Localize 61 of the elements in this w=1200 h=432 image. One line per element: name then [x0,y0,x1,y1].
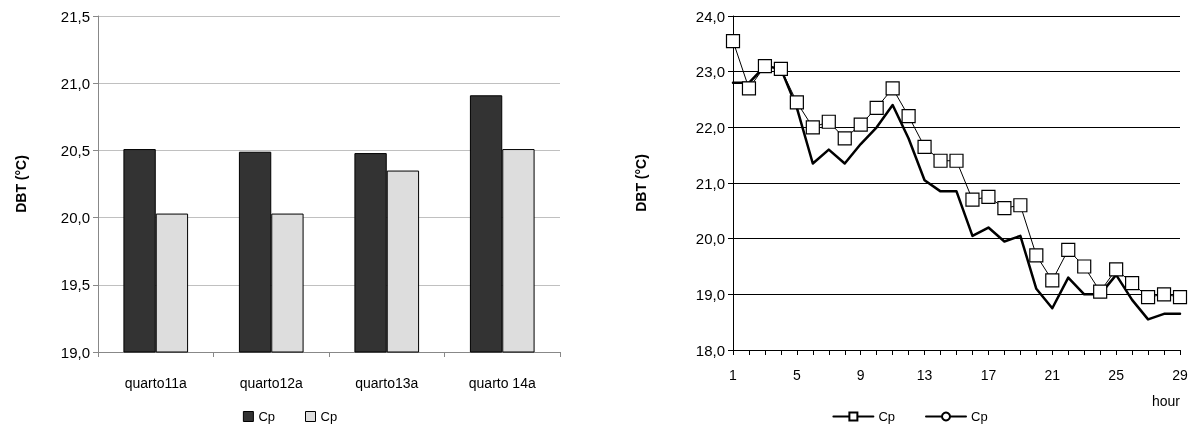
x-tick-label: 25 [1108,367,1125,383]
x-tick-label: quarto13a [355,375,419,391]
y-tick-label: 19,0 [60,343,90,361]
point [741,81,757,96]
point [933,153,948,168]
point [1109,262,1124,277]
point [773,61,788,76]
y-tick-label: 20,0 [60,209,90,227]
point [1029,248,1044,263]
point [1125,276,1140,291]
point [805,120,820,135]
point [917,139,932,154]
point [853,117,868,132]
point [837,131,852,146]
x-tick-label: 13 [916,367,933,383]
point [725,33,741,49]
legend-label: Cp [258,409,276,424]
point [949,153,964,168]
x-tick-label: 5 [792,367,801,383]
y-tick-label: 21,0 [695,174,725,192]
point [1077,259,1092,274]
y-axis-title: DBT (°C) [13,155,29,213]
y-tick-label: 19,0 [695,285,725,303]
y-tick-label: 24,0 [695,7,725,25]
y-tick-label: 19,5 [60,276,90,294]
point [997,200,1012,216]
x-tick-label: 29 [1172,367,1188,383]
x-tick-label: 1 [729,367,738,383]
y-tick-label: 23,0 [695,63,725,81]
y-tick-label: 21,5 [60,7,90,25]
y-axis-title: DBT (°C) [633,154,649,212]
point [1172,290,1188,305]
x-tick-label: 9 [856,367,865,383]
y-tick-label: 21,0 [60,74,90,92]
y-tick-label: 20,5 [60,141,90,159]
point [885,81,900,96]
x-axis-title: hour [1151,393,1181,409]
point [1156,287,1172,302]
x-tick-label: 17 [980,367,997,383]
y-tick-label: 22,0 [695,118,725,136]
x-tick-label: quarto11a [124,375,187,391]
point [1061,242,1076,257]
x-tick-label: quarto 14a [468,375,536,391]
y-tick-label: 20,0 [695,230,725,248]
legend-label: Cp [971,409,988,424]
legend-label: Cp [878,409,896,424]
x-tick-label: quarto12a [239,375,303,391]
point [1140,290,1156,305]
point [869,100,884,115]
point [1093,284,1108,299]
point [757,59,773,74]
point [981,189,996,205]
point [965,192,980,207]
point [1013,198,1028,213]
y-tick-label: 18,0 [695,341,725,359]
x-tick-label: 21 [1044,367,1061,383]
point [901,109,916,124]
point [1045,273,1060,288]
point [821,114,836,129]
legend-label: Cp [320,409,338,424]
point [789,95,804,110]
